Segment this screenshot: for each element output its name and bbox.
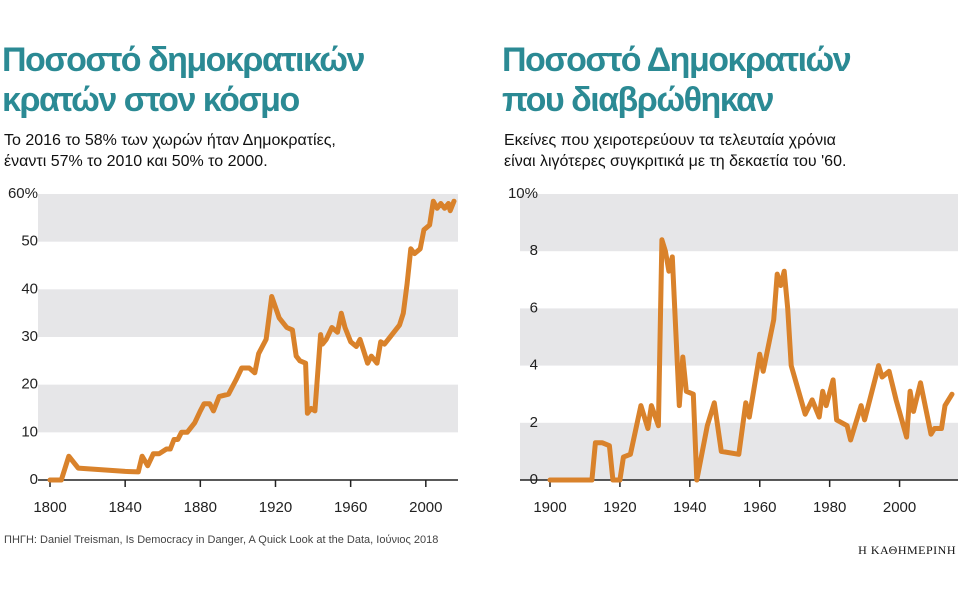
publisher-logo: Η ΚΑΘΗΜΕΡΙΝΗ [858,543,956,557]
chart-subtitle: είναι λιγότερες συγκριτικά με τη δεκαετί… [504,153,846,170]
x-tick-label: 1800 [33,499,66,516]
x-tick-label: 1960 [743,499,776,516]
chart-subtitle: έναντι 57% το 2010 και 50% το 2000. [4,153,268,170]
grid-band [520,194,958,252]
chart-subtitle: Το 2016 το 58% των χωρών ήταν Δημοκρατίε… [4,132,336,149]
y-tick-label: 0 [30,471,38,488]
grid-band [520,308,958,366]
y-tick-label: 10% [508,185,538,202]
y-tick-label: 20 [21,376,38,393]
data-line [47,198,457,483]
x-tick-label: 1980 [813,499,846,516]
grid-band [38,194,458,242]
y-tick-label: 2 [530,414,538,431]
grid-band [38,289,458,337]
chart-title: Ποσοστό δημοκρατικών [2,41,365,79]
x-tick-label: 2000 [409,499,442,516]
x-tick-label: 1920 [259,499,292,516]
x-tick-label: 2000 [883,499,916,516]
x-tick-label: 1880 [184,499,217,516]
y-tick-label: 4 [530,357,538,374]
y-tick-label: 30 [21,328,38,345]
chart-title: κρατών στον κόσμο [2,81,299,119]
chart-subtitle: Εκείνες που χειροτερεύουν τα τελευταία χ… [504,132,836,149]
x-tick-label: 1840 [108,499,141,516]
x-tick-label: 1940 [673,499,706,516]
y-tick-label: 50 [21,233,38,250]
x-tick-label: 1900 [533,499,566,516]
data-line [547,237,955,483]
grid-band [38,384,458,433]
y-tick-label: 60% [8,185,38,202]
x-tick-label: 1960 [334,499,367,516]
chart-title: Ποσοστό Δημοκρατιών [502,41,851,79]
y-tick-label: 8 [530,242,538,259]
source: ΠΗΓΗ: Daniel Treisman, Is Democracy in D… [4,534,438,546]
y-tick-label: 40 [21,280,38,297]
x-tick-label: 1920 [603,499,636,516]
chart-title: που διαβρώθηκαν [502,81,773,119]
y-tick-label: 10 [21,423,38,440]
y-tick-label: 6 [530,299,538,316]
